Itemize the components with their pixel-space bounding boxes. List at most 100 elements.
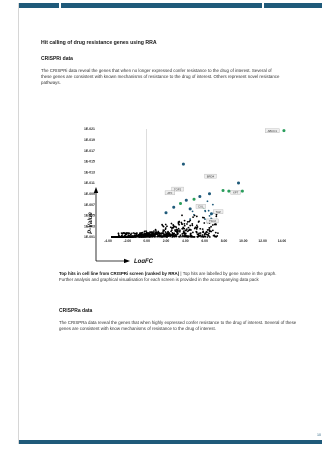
- data-point: [175, 235, 178, 238]
- data-point: [170, 222, 173, 225]
- gene-label: TAZ: [216, 210, 221, 214]
- y-tick-label: 1E-015: [84, 160, 95, 164]
- data-point: [162, 229, 165, 231]
- data-point: [215, 236, 218, 238]
- data-point: [179, 234, 182, 237]
- data-point: [206, 233, 209, 236]
- data-point: [121, 234, 123, 237]
- data-point: [131, 232, 133, 235]
- y-tick-label: 1E-003: [84, 224, 95, 228]
- data-point: [213, 234, 216, 237]
- document-page: [18, 3, 322, 444]
- data-point: [189, 233, 192, 235]
- data-point: [123, 232, 126, 235]
- data-point: [203, 222, 206, 224]
- data-point: [131, 234, 134, 237]
- crispri-paragraph: The CRISPRi data reveal the genes that w…: [41, 68, 280, 85]
- data-point: [183, 231, 186, 234]
- gene-label: ATF: [167, 191, 172, 195]
- gene-label: ABCC1: [268, 129, 278, 133]
- data-point: [153, 234, 155, 236]
- data-point: [208, 227, 211, 229]
- data-point: [145, 230, 147, 233]
- data-point: [189, 235, 191, 237]
- data-point: [208, 214, 211, 217]
- data-point: [204, 218, 206, 220]
- gene-label-box: [164, 190, 175, 196]
- data-point: [191, 224, 194, 227]
- data-point: [188, 229, 191, 231]
- data-point: [182, 235, 184, 238]
- data-point: [118, 234, 120, 237]
- data-point: [186, 230, 189, 233]
- chart-svg: 1E-001 1E-003 1E-005 1E-007 1E-009 1E-011 1E-0…: [84, 127, 286, 265]
- data-point: [155, 231, 158, 234]
- x-tick-label: -4.00: [104, 239, 112, 243]
- gene-label-box: [265, 128, 280, 133]
- data-point: [171, 227, 173, 230]
- data-point: [193, 236, 196, 238]
- data-point: [139, 232, 142, 234]
- data-point: [186, 221, 189, 223]
- data-point: [145, 232, 148, 234]
- data-point: [111, 236, 114, 238]
- data-point: [190, 235, 193, 237]
- data-point: [162, 232, 164, 235]
- data-point: [157, 234, 159, 237]
- data-point: [149, 231, 151, 233]
- data-point: [202, 236, 205, 238]
- data-point: [217, 232, 219, 235]
- data-point: [154, 228, 157, 231]
- data-point: [158, 235, 161, 238]
- data-point: [188, 220, 191, 223]
- data-point: [208, 232, 210, 235]
- data-point: [114, 236, 117, 238]
- data-point: [197, 233, 200, 236]
- data-point: [177, 227, 180, 230]
- data-point: [121, 235, 124, 238]
- y-tick-label: 1E-013: [84, 170, 95, 174]
- data-point: [128, 232, 131, 234]
- data-point: [201, 234, 204, 236]
- data-point: [196, 235, 199, 238]
- section-crispri: Hit calling of drug resistance genes usi…: [41, 40, 283, 96]
- page-number: 10: [317, 433, 321, 437]
- highlight-point: [181, 162, 185, 166]
- data-point: [159, 235, 162, 237]
- gene-label: TOP2: [174, 187, 182, 191]
- data-point: [181, 214, 183, 217]
- data-point: [215, 223, 217, 226]
- data-point: [149, 235, 151, 238]
- x-tick-label: 0.00: [143, 239, 150, 243]
- data-point: [210, 230, 213, 233]
- page-footer-bar: [19, 440, 322, 444]
- data-point: [159, 233, 162, 235]
- data-point: [183, 219, 186, 222]
- data-point: [146, 234, 149, 236]
- data-point: [155, 230, 157, 233]
- data-point: [174, 229, 176, 231]
- data-point: [183, 227, 186, 230]
- section-title: Hit calling of drug resistance genes usi…: [41, 40, 157, 46]
- data-point: [203, 233, 206, 236]
- data-point: [156, 235, 158, 238]
- data-point: [148, 233, 151, 235]
- data-point: [210, 225, 212, 228]
- data-point: [184, 232, 187, 235]
- data-point: [180, 221, 183, 224]
- data-point: [120, 236, 122, 238]
- highlight-point: [209, 212, 213, 216]
- data-point: [183, 223, 186, 225]
- data-point: [169, 234, 172, 237]
- data-point: [150, 234, 153, 236]
- data-point: [147, 232, 149, 235]
- data-point: [143, 230, 146, 233]
- gene-label-box: [206, 218, 219, 224]
- data-point: [183, 235, 186, 238]
- data-point: [173, 225, 176, 228]
- y-axis-label: P-Value: [88, 211, 94, 233]
- y-tick-label: 1E-011: [84, 181, 95, 185]
- highlight-point: [208, 192, 211, 196]
- volcano-chart: 1E-001 1E-003 1E-005 1E-007 1E-009 1E-011 1E-0…: [82, 123, 286, 265]
- data-point: [136, 235, 138, 238]
